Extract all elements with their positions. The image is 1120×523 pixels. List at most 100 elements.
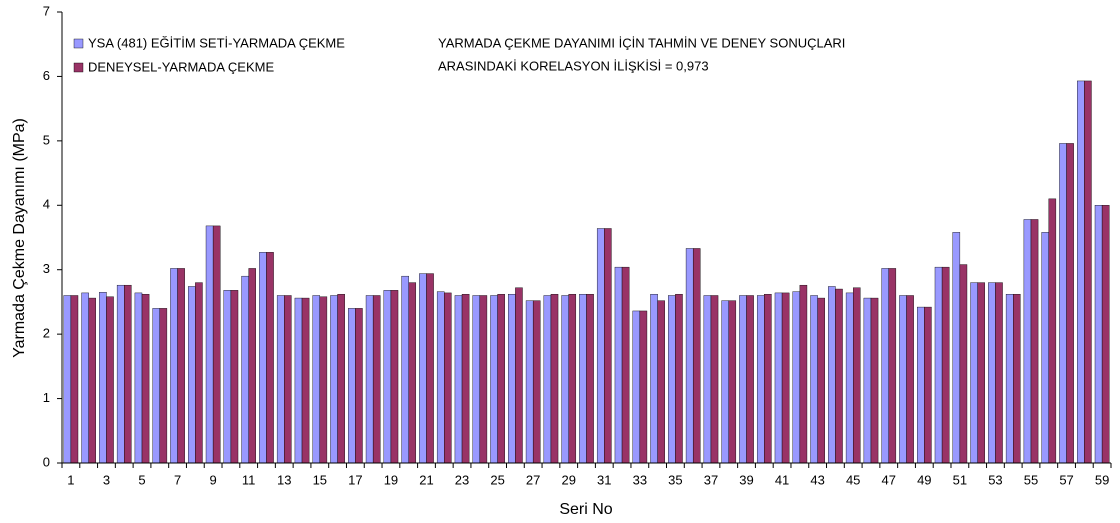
bar (70, 295, 79, 464)
bar (906, 295, 914, 464)
bar (703, 295, 712, 464)
bar (810, 295, 818, 464)
bar (88, 297, 96, 464)
y-tick-label: 1 (43, 390, 50, 405)
y-axis-title: Yarmada Çekme Dayanımı (MPa) (11, 118, 28, 358)
x-tick-label: 45 (846, 472, 860, 487)
y-tick-label: 6 (43, 68, 50, 83)
bar (1023, 219, 1032, 464)
x-tick-label: 9 (210, 472, 217, 487)
bar (301, 297, 310, 464)
bar (977, 282, 985, 464)
bar (934, 266, 943, 464)
bar (355, 308, 363, 464)
bar (436, 291, 445, 464)
bar (372, 295, 381, 464)
bar (817, 297, 825, 464)
bar (454, 295, 463, 464)
bar (159, 308, 168, 464)
x-tick-label: 51 (953, 472, 967, 487)
bar (348, 308, 356, 464)
bar (508, 293, 516, 464)
bar (632, 310, 641, 464)
x-tick-label: 57 (1059, 472, 1073, 487)
bar (561, 295, 569, 464)
y-tick-label: 7 (43, 3, 50, 18)
x-tick-label: 7 (174, 472, 181, 487)
bar (1059, 143, 1067, 464)
bar (543, 295, 552, 464)
x-tick-label: 19 (384, 472, 398, 487)
bar (988, 282, 996, 464)
x-tick-label: 29 (561, 472, 575, 487)
bar (970, 282, 978, 464)
bar (124, 284, 132, 464)
x-tick-label: 13 (277, 472, 291, 487)
bar (479, 295, 488, 464)
bar (746, 295, 754, 464)
bar (924, 306, 932, 464)
bar (1030, 219, 1039, 464)
bar (685, 248, 694, 464)
bar (728, 300, 737, 464)
x-tick-label: 55 (1024, 472, 1038, 487)
bar (401, 275, 409, 464)
bar (774, 292, 783, 464)
y-tick-label: 2 (43, 326, 50, 341)
legend-label: YSA (481) EĞİTİM SETİ-YARMADA ÇEKME (88, 35, 345, 50)
bar (764, 293, 772, 464)
bar (337, 293, 345, 464)
bar (852, 287, 861, 464)
bar (525, 300, 534, 464)
bar (195, 282, 203, 464)
x-tick-label: 33 (633, 472, 647, 487)
bar (959, 264, 968, 464)
legend-swatch (73, 62, 84, 73)
bar (461, 293, 470, 464)
bar (781, 292, 790, 464)
x-tick-label: 35 (668, 472, 682, 487)
bar (828, 286, 836, 464)
bar (134, 292, 143, 464)
bar (739, 295, 747, 464)
x-tick-label: 17 (348, 472, 362, 487)
bar (650, 293, 658, 464)
bar (596, 228, 605, 464)
bar (205, 225, 214, 464)
bar (756, 295, 765, 464)
x-tick-label: 47 (882, 472, 896, 487)
x-tick-label: 49 (917, 472, 931, 487)
legend-swatch (73, 38, 84, 49)
bar (568, 293, 577, 464)
bar (550, 293, 559, 464)
bar (835, 288, 843, 464)
bar (881, 268, 889, 464)
x-tick-label: 25 (490, 472, 504, 487)
bar (888, 268, 897, 464)
x-tick-label: 15 (313, 472, 327, 487)
x-tick-label: 31 (597, 472, 611, 487)
bar (845, 292, 854, 464)
bar (1041, 232, 1049, 464)
bar (614, 266, 623, 464)
annotation: YARMADA ÇEKME DAYANIMI İÇİN TAHMİN VE DE… (438, 35, 845, 50)
x-tick-label: 41 (775, 472, 789, 487)
bar (284, 295, 292, 464)
bar (639, 310, 648, 464)
x-tick-label: 3 (103, 472, 110, 487)
bar (515, 287, 523, 464)
bar (188, 286, 196, 464)
bar (1094, 205, 1103, 464)
bar (383, 290, 392, 464)
x-tick-label: 11 (242, 472, 256, 487)
legend-label: DENEYSEL-YARMADA ÇEKME (88, 59, 274, 74)
bar (99, 292, 107, 464)
bar (1048, 198, 1057, 464)
bar (248, 268, 256, 464)
bar (721, 300, 729, 464)
bar (497, 293, 505, 464)
y-tick-label: 3 (43, 261, 50, 276)
bar (276, 295, 285, 464)
y-tick-label: 0 (43, 454, 50, 469)
bar (710, 295, 719, 464)
